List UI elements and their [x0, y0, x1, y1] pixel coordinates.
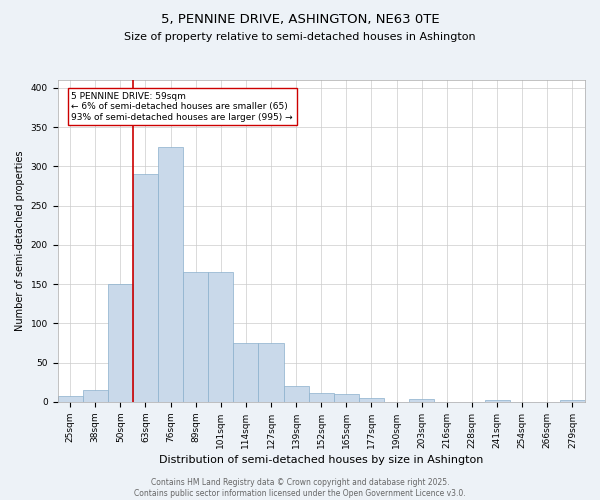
- Bar: [158, 146, 183, 402]
- Text: Size of property relative to semi-detached houses in Ashington: Size of property relative to semi-detach…: [124, 32, 476, 42]
- Bar: [359, 398, 384, 402]
- Bar: [108, 284, 133, 402]
- Text: Contains HM Land Registry data © Crown copyright and database right 2025.
Contai: Contains HM Land Registry data © Crown c…: [134, 478, 466, 498]
- Bar: [208, 272, 233, 402]
- Bar: [309, 392, 334, 402]
- Bar: [233, 343, 259, 402]
- Text: 5 PENNINE DRIVE: 59sqm
← 6% of semi-detached houses are smaller (65)
93% of semi: 5 PENNINE DRIVE: 59sqm ← 6% of semi-deta…: [71, 92, 293, 122]
- Bar: [133, 174, 158, 402]
- Y-axis label: Number of semi-detached properties: Number of semi-detached properties: [15, 150, 25, 331]
- X-axis label: Distribution of semi-detached houses by size in Ashington: Distribution of semi-detached houses by …: [159, 455, 484, 465]
- Bar: [560, 400, 585, 402]
- Bar: [485, 400, 509, 402]
- Bar: [334, 394, 359, 402]
- Bar: [58, 396, 83, 402]
- Bar: [409, 399, 434, 402]
- Bar: [284, 386, 309, 402]
- Bar: [183, 272, 208, 402]
- Text: 5, PENNINE DRIVE, ASHINGTON, NE63 0TE: 5, PENNINE DRIVE, ASHINGTON, NE63 0TE: [161, 12, 439, 26]
- Bar: [259, 343, 284, 402]
- Bar: [83, 390, 108, 402]
